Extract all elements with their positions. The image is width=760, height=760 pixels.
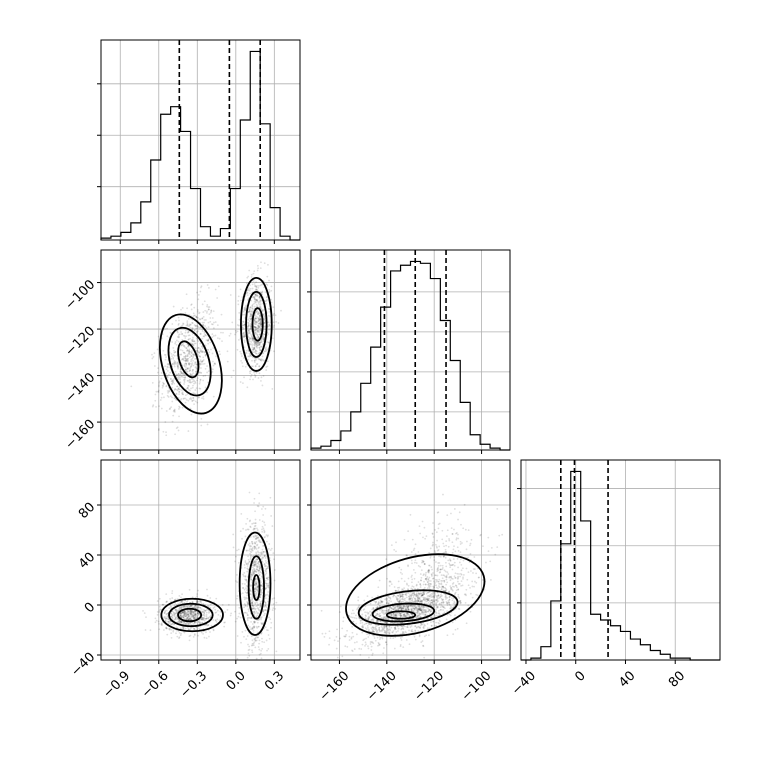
x-tick-label: 0 [572,668,588,684]
contour-ellipse [357,589,459,626]
y-tick-label: 40 [76,550,98,572]
x-tick-label: 40 [616,668,638,690]
x-tick: −40 [509,660,539,698]
y-tick-label: 0 [82,600,98,616]
x-tick-label: −40 [509,668,539,698]
x-tick: −100 [459,660,495,704]
contour-levels [345,553,486,637]
scatter-panel: −0.9 −0.6 −0.3 0.0 0.3 −40 0 40 80 [68,459,301,701]
grid-lines [521,488,720,604]
grid-lines [119,40,275,240]
x-tick-label: −100 [459,668,495,704]
x-tick-label: −160 [317,668,353,704]
contour-ellipse [251,307,264,342]
contour-ellipse [345,553,486,637]
panel-frame [100,459,301,661]
y-tick: −140 [62,370,101,406]
contour-ellipse [247,555,265,620]
y-tick-label: −120 [62,324,98,360]
x-tick-label: 0.3 [262,668,287,693]
contour-ellipse [385,610,417,620]
contour-ellipse [160,597,224,633]
scatter-points [142,491,278,660]
x-tick: −160 [317,660,353,704]
x-tick: −0.9 [100,660,133,701]
panel-frame [310,249,511,451]
x-tick-label: 0.0 [224,668,249,693]
contour-ellipse [238,531,272,636]
x-tick-label: −140 [364,668,400,704]
x-tick: −0.3 [177,660,210,701]
contour-levels [159,277,273,415]
y-tick: −120 [62,324,101,360]
grid-lines [119,460,275,660]
contour-ellipse [371,602,436,623]
grid-lines [339,250,482,450]
contour-ellipse [252,574,261,601]
y-tick: −160 [62,417,101,453]
y-tick-label: −140 [62,370,98,406]
x-tick: 0 [572,660,589,685]
histogram-panel [307,249,511,454]
grid-lines [119,250,275,450]
contour-levels [160,531,272,636]
y-tick: 0 [82,600,101,616]
x-tick: 40 [616,660,639,691]
contour-ellipse [240,277,273,372]
x-tick: 0.0 [224,660,249,694]
x-tick-label: −120 [411,668,447,704]
x-tick: −120 [411,660,447,704]
grid-lines [311,291,510,413]
hist-y-ticks [307,291,311,413]
panel-frame [310,459,511,661]
hist-y-ticks [517,488,521,604]
grid-lines [101,282,300,423]
y-tick-label: 80 [76,500,98,522]
histogram-panel: −40 0 40 80 [509,459,721,698]
contour-ellipse [168,602,214,628]
scatter-panel: −160 −140 −120 −100 [62,249,301,454]
y-tick: −40 [68,650,101,680]
y-tick-label: −40 [68,650,98,680]
y-tick: 40 [76,550,101,572]
contour-ellipse [177,607,203,623]
histogram-panel [97,39,301,244]
histogram-step [310,260,510,451]
grid-lines [311,504,510,656]
contour-ellipse [245,290,268,358]
scatter-panel: −160 −140 −120 −100 [307,459,511,704]
contour-ellipse [159,313,223,415]
grid-lines [101,83,300,188]
histogram-step [521,470,720,661]
panel-frame [520,459,721,661]
y-tick-label: −160 [62,417,98,453]
contour-ellipse [167,326,212,397]
y-tick-label: −100 [62,277,98,313]
x-tick: 80 [666,660,688,691]
x-tick-label: −0.9 [100,668,133,701]
y-tick: 80 [76,500,101,522]
grid-lines [339,460,482,660]
contour-ellipse [177,340,200,379]
y-tick: −100 [62,277,101,313]
x-tick: 0.3 [262,660,287,694]
grid-lines [525,460,676,660]
x-tick-label: −0.3 [177,668,210,701]
x-tick: −140 [364,660,400,704]
x-tick-label: −0.6 [139,668,172,701]
panel-frame [100,39,301,241]
hist-y-ticks [97,83,101,188]
x-tick-label: 80 [666,668,688,690]
x-tick: −0.6 [139,660,172,701]
panel-frame [100,249,301,451]
histogram-step [100,50,300,241]
